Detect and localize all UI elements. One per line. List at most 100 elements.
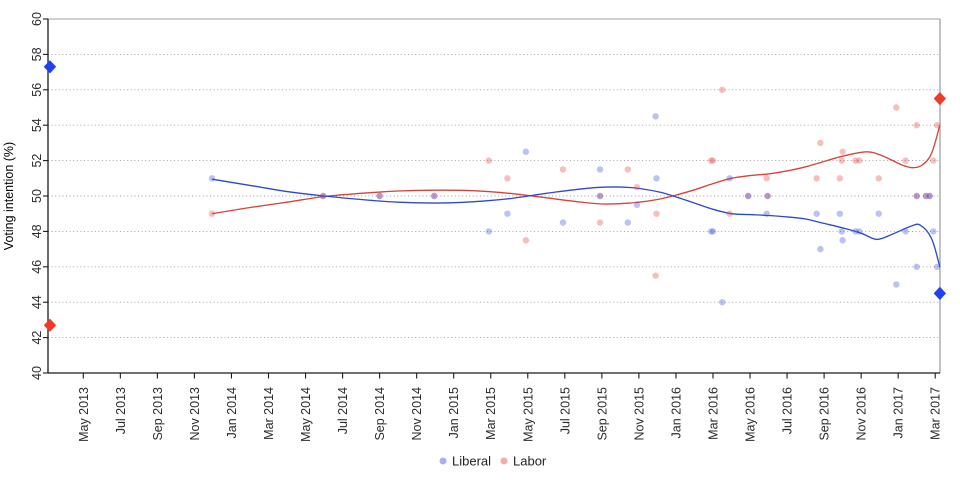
poll-dot-liberal <box>522 148 530 155</box>
poll-dot-labor <box>817 139 824 147</box>
poll-dot-liberal <box>485 228 493 235</box>
poll-dot-labor <box>893 104 900 111</box>
y-tick-label-56: 56 <box>30 83 44 97</box>
poll-dot-labor <box>726 210 733 217</box>
y-axis-title: Voting intention (%) <box>2 142 16 250</box>
y-tick-label-46: 46 <box>30 260 44 274</box>
x-tick-label-8: Sep 2014 <box>373 387 387 441</box>
x-tick-label-5: Mar 2014 <box>262 387 276 440</box>
diamond-marker-liberal <box>43 60 57 74</box>
poll-dot-labor <box>838 157 845 164</box>
poll-dot-liberal <box>839 237 846 244</box>
poll-dot-liberal <box>852 228 859 235</box>
x-tick-label-23: Mar 2017 <box>929 387 943 440</box>
poll-dot-liberal <box>707 228 715 235</box>
poll-dot-liberal <box>633 201 641 209</box>
poll-dot-labor <box>431 192 438 200</box>
legend-label-liberal: Liberal <box>452 454 491 469</box>
y-tick-label-44: 44 <box>30 295 44 309</box>
poll-dot-labor <box>913 122 920 129</box>
poll-dot-liberal <box>875 210 882 217</box>
poll-dot-liberal <box>653 175 660 182</box>
x-tick-label-2: Sep 2013 <box>151 387 165 441</box>
legend-label-labor: Labor <box>513 454 547 469</box>
y-tick-label-50: 50 <box>30 189 44 203</box>
poll-dot-liberal <box>652 113 659 120</box>
poll-dot-liberal <box>624 219 631 226</box>
y-tick-label-40: 40 <box>30 366 44 380</box>
x-tick-label-4: Jan 2014 <box>225 387 239 438</box>
poll-dot-labor <box>902 157 909 164</box>
x-tick-label-14: Sep 2015 <box>595 387 609 441</box>
y-tick-label-60: 60 <box>30 12 44 26</box>
diamond-marker-labor <box>933 92 947 106</box>
y-tick-label-58: 58 <box>30 47 44 61</box>
y-tick-label-42: 42 <box>30 331 44 345</box>
poll-dot-liberal <box>902 228 909 235</box>
poll-dot-liberal <box>559 219 567 226</box>
x-tick-label-22: Jan 2017 <box>892 387 906 438</box>
x-tick-label-13: Jul 2015 <box>558 387 572 434</box>
poll-dot-labor <box>504 175 511 182</box>
x-tick-label-16: Jan 2016 <box>669 387 683 438</box>
legend-dot-labor <box>500 457 508 465</box>
poll-dot-labor <box>709 157 717 164</box>
poll-dot-labor <box>926 192 933 200</box>
poll-dot-liberal <box>744 192 752 200</box>
x-tick-label-12: May 2015 <box>521 387 535 442</box>
poll-dot-labor <box>653 210 660 217</box>
poll-dot-labor <box>633 183 641 191</box>
x-tick-label-21: Nov 2016 <box>855 387 869 441</box>
x-tick-label-11: Mar 2015 <box>484 387 498 440</box>
x-tick-label-20: Sep 2016 <box>818 387 832 441</box>
poll-dot-liberal <box>208 175 216 182</box>
poll-dot-labor <box>836 175 844 182</box>
poll-dot-labor <box>485 157 493 164</box>
poll-dot-labor <box>913 192 920 200</box>
poll-dot-labor <box>319 192 327 200</box>
poll-dot-liberal <box>836 210 844 217</box>
x-tick-label-0: May 2013 <box>77 387 91 442</box>
legend-dot-liberal <box>439 457 447 465</box>
x-tick-label-3: Nov 2013 <box>188 387 202 441</box>
x-tick-label-7: Jul 2014 <box>336 387 350 434</box>
x-tick-label-6: May 2014 <box>299 387 313 442</box>
poll-dot-labor <box>652 272 659 279</box>
poll-dot-labor <box>707 157 715 164</box>
poll-dot-labor <box>376 192 383 200</box>
poll-dot-liberal <box>596 192 604 200</box>
poll-dot-labor <box>744 192 752 200</box>
poll-dot-liberal <box>813 210 820 217</box>
x-tick-label-10: Jan 2015 <box>447 387 461 438</box>
poll-dot-labor <box>208 210 216 217</box>
poll-dot-liberal <box>933 263 941 270</box>
poll-dot-liberal <box>763 210 770 217</box>
poll-dot-labor <box>719 86 726 94</box>
poll-dot-labor <box>596 219 604 226</box>
x-tick-label-15: Nov 2015 <box>632 387 646 441</box>
poll-dot-liberal <box>764 192 771 200</box>
y-tick-label-54: 54 <box>30 118 44 132</box>
poll-dot-labor <box>930 157 937 164</box>
poll-dot-liberal <box>930 228 937 235</box>
x-tick-label-9: Nov 2014 <box>410 387 424 441</box>
poll-dot-liberal <box>926 192 933 200</box>
x-tick-label-18: May 2016 <box>744 387 758 442</box>
poll-dot-labor <box>559 166 567 173</box>
poll-dot-labor <box>839 148 846 155</box>
poll-dot-liberal <box>817 245 824 253</box>
poll-dot-liberal <box>856 228 863 235</box>
poll-dot-labor <box>856 157 863 164</box>
poll-dot-labor <box>933 122 941 129</box>
labor-trend-line <box>211 125 941 215</box>
y-tick-label-48: 48 <box>30 224 44 238</box>
diamond-marker-labor <box>43 318 57 332</box>
poll-dot-liberal <box>726 175 733 182</box>
poll-dot-labor <box>764 192 771 200</box>
x-tick-label-17: Mar 2016 <box>706 387 720 440</box>
y-tick-label-52: 52 <box>30 154 44 168</box>
poll-dot-labor <box>522 237 530 244</box>
poll-dot-liberal <box>319 192 327 200</box>
poll-dot-labor <box>624 166 631 173</box>
